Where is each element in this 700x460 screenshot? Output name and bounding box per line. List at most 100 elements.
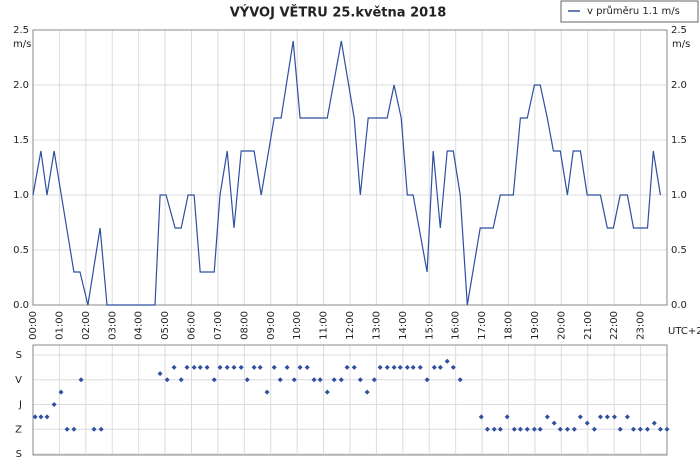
- y-tick-label: 0.5: [13, 245, 29, 256]
- y-tick-label: Z: [15, 424, 22, 435]
- direction-point: [537, 426, 543, 432]
- y-tick-label: 0.0: [13, 300, 29, 311]
- y-tick-label: 1.0: [13, 190, 29, 201]
- y-tick-label: 1.5: [13, 135, 29, 146]
- direction-point: [504, 414, 510, 420]
- direction-point: [32, 414, 38, 420]
- direction-point: [450, 364, 456, 370]
- plot-frame: [32, 344, 668, 456]
- direction-point: [171, 364, 177, 370]
- direction-point: [577, 414, 583, 420]
- x-tick-label: 11:00: [319, 311, 330, 340]
- direction-point: [71, 426, 77, 432]
- direction-point: [377, 364, 383, 370]
- direction-point: [384, 364, 390, 370]
- legend: v průměru 1.1 m/s: [560, 0, 699, 23]
- direction-point: [630, 426, 636, 432]
- direction-point: [257, 364, 263, 370]
- y-tick-label: V: [15, 375, 22, 386]
- y-tick-label: 2.5: [13, 25, 29, 36]
- direction-point: [38, 414, 44, 420]
- direction-point: [364, 389, 370, 395]
- direction-point: [531, 426, 537, 432]
- direction-point: [617, 426, 623, 432]
- direction-point: [664, 426, 670, 432]
- direction-point: [524, 426, 530, 432]
- direction-point: [58, 389, 64, 395]
- x-tick-label: 21:00: [583, 311, 594, 340]
- direction-point: [231, 364, 237, 370]
- direction-point: [657, 426, 663, 432]
- direction-point: [244, 377, 250, 383]
- direction-point: [184, 364, 190, 370]
- direction-point: [424, 377, 430, 383]
- x-tick-label: 03:00: [107, 311, 118, 340]
- legend-box: [560, 0, 699, 23]
- direction-point: [557, 426, 563, 432]
- y-tick-label: S: [16, 449, 22, 460]
- direction-point: [404, 364, 410, 370]
- direction-point: [551, 420, 557, 426]
- direction-point: [444, 358, 450, 364]
- x-tick-label: 06:00: [187, 311, 198, 340]
- direction-point: [478, 414, 484, 420]
- direction-point: [484, 426, 490, 432]
- direction-point: [157, 371, 163, 377]
- direction-point: [324, 389, 330, 395]
- direction-point: [78, 377, 84, 383]
- direction-point: [517, 426, 523, 432]
- x-tick-label: 01:00: [54, 311, 65, 340]
- direction-point: [651, 420, 657, 426]
- x-tick-label: 05:00: [160, 311, 171, 340]
- direction-point: [417, 364, 423, 370]
- direction-point: [344, 364, 350, 370]
- direction-point: [191, 364, 197, 370]
- direction-point: [564, 426, 570, 432]
- y-tick-label-right: 0.5: [671, 245, 687, 256]
- direction-point: [91, 426, 97, 432]
- direction-point: [271, 364, 277, 370]
- y-tick-label-right: 2.0: [671, 80, 687, 91]
- direction-point: [197, 364, 203, 370]
- direction-point: [251, 364, 257, 370]
- x-tick-label: 08:00: [239, 311, 250, 340]
- y-tick-label-right: 0.0: [671, 300, 687, 311]
- direction-point: [351, 364, 357, 370]
- direction-point: [164, 377, 170, 383]
- direction-point: [284, 364, 290, 370]
- direction-point: [410, 364, 416, 370]
- y-tick-label-right: 2.5: [671, 25, 687, 36]
- plot-frame: [32, 29, 668, 306]
- direction-point: [291, 377, 297, 383]
- direction-point: [391, 364, 397, 370]
- direction-point: [624, 414, 630, 420]
- x-tick-label: 22:00: [609, 311, 620, 340]
- direction-point: [64, 426, 70, 432]
- direction-point: [311, 377, 317, 383]
- direction-point: [571, 426, 577, 432]
- direction-point: [317, 377, 323, 383]
- x-tick-label: 20:00: [556, 311, 567, 340]
- x-tick-label: 18:00: [504, 311, 515, 340]
- x-tick-label: 07:00: [213, 311, 224, 340]
- direction-point: [178, 377, 184, 383]
- y-tick-label: 2.0: [13, 80, 29, 91]
- direction-point: [604, 414, 610, 420]
- direction-point: [544, 414, 550, 420]
- x-tick-label: 00:00: [28, 311, 39, 340]
- y-tick-label: J: [18, 400, 22, 411]
- direction-point: [297, 364, 303, 370]
- y-axis-label: m/s: [13, 39, 31, 50]
- wind-speed-line: [32, 40, 661, 306]
- direction-point: [51, 402, 57, 407]
- direction-point: [397, 364, 403, 370]
- x-tick-label: 15:00: [424, 311, 435, 340]
- x-tick-label: 16:00: [451, 311, 462, 340]
- direction-point: [98, 426, 104, 432]
- direction-point: [264, 389, 270, 395]
- x-tick-label: 12:00: [345, 311, 356, 340]
- x-tick-label: 09:00: [266, 311, 277, 340]
- direction-point: [338, 377, 344, 383]
- x-tick-label: 10:00: [292, 311, 303, 340]
- direction-point: [431, 364, 437, 370]
